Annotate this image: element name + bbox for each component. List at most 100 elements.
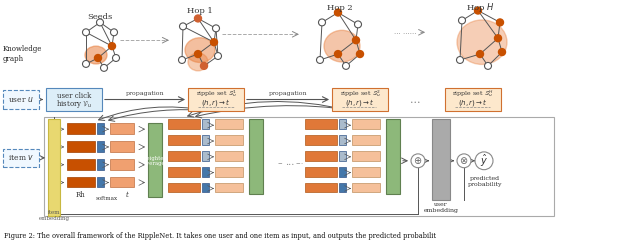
Text: $(h,r) \to t$: $(h,r) \to t$	[201, 97, 231, 108]
Circle shape	[83, 29, 90, 36]
Text: softmax: softmax	[96, 196, 118, 201]
Bar	[432, 119, 450, 200]
Circle shape	[97, 19, 104, 26]
Circle shape	[474, 7, 481, 14]
Bar	[352, 119, 380, 129]
Ellipse shape	[457, 20, 507, 64]
Text: Rh: Rh	[76, 191, 86, 199]
Circle shape	[109, 43, 115, 50]
Circle shape	[211, 39, 218, 46]
Bar	[305, 135, 337, 145]
Circle shape	[495, 35, 502, 42]
Text: Knowledge
graph: Knowledge graph	[3, 46, 42, 63]
Text: Figure 2: The overall framework of the RippleNet. It takes one user and one item: Figure 2: The overall framework of the R…	[4, 232, 436, 240]
Bar	[339, 119, 346, 129]
Bar	[352, 167, 380, 177]
Bar	[148, 123, 162, 197]
Bar	[168, 151, 200, 161]
Circle shape	[457, 154, 471, 168]
Circle shape	[411, 154, 425, 168]
Text: average: average	[144, 161, 166, 166]
Text: Hop $H$: Hop $H$	[466, 1, 494, 14]
Bar	[110, 123, 134, 134]
Bar	[67, 123, 95, 134]
Bar	[3, 90, 39, 109]
Circle shape	[458, 17, 465, 24]
Circle shape	[355, 21, 362, 28]
Text: predicted: predicted	[470, 176, 500, 181]
Bar	[168, 135, 200, 145]
Circle shape	[195, 51, 202, 58]
Text: ripple set $\mathcal{S}^H_u$: ripple set $\mathcal{S}^H_u$	[452, 88, 493, 99]
Text: weighted: weighted	[143, 156, 168, 161]
Bar	[46, 88, 102, 111]
Text: $(h,r) \to t$: $(h,r) \to t$	[458, 97, 488, 108]
Bar	[305, 151, 337, 161]
Bar	[168, 182, 200, 192]
Ellipse shape	[185, 38, 215, 62]
Circle shape	[212, 25, 220, 32]
Text: ...: ...	[410, 94, 420, 105]
Text: propagation: propagation	[125, 91, 164, 96]
Ellipse shape	[324, 30, 360, 62]
Bar	[67, 177, 95, 187]
Text: $\hat{y}$: $\hat{y}$	[480, 153, 488, 169]
Circle shape	[335, 9, 342, 16]
Bar	[97, 123, 104, 134]
Circle shape	[319, 19, 326, 26]
Bar	[339, 182, 346, 192]
Circle shape	[477, 51, 483, 58]
Bar	[48, 119, 60, 216]
Circle shape	[200, 62, 207, 69]
Circle shape	[499, 49, 506, 55]
Circle shape	[179, 57, 186, 63]
Circle shape	[356, 51, 364, 58]
Bar	[168, 167, 200, 177]
Ellipse shape	[188, 53, 208, 71]
Bar	[202, 135, 209, 145]
Circle shape	[113, 54, 120, 61]
Bar	[215, 151, 243, 161]
Bar	[352, 151, 380, 161]
Circle shape	[95, 54, 102, 61]
Text: Hop 1: Hop 1	[187, 7, 213, 14]
Text: $(h,r) \to t$: $(h,r) \to t$	[345, 97, 375, 108]
Circle shape	[484, 62, 492, 69]
Bar	[215, 167, 243, 177]
Bar	[339, 135, 346, 145]
Bar	[97, 159, 104, 170]
Circle shape	[83, 60, 90, 67]
Bar	[110, 141, 134, 152]
Text: item: item	[48, 210, 60, 215]
Bar	[305, 182, 337, 192]
Circle shape	[335, 51, 342, 58]
Text: $\oplus$: $\oplus$	[413, 155, 422, 166]
Bar	[67, 159, 95, 170]
Bar	[332, 88, 388, 111]
Bar	[168, 119, 200, 129]
Circle shape	[100, 64, 108, 71]
Bar	[215, 135, 243, 145]
Bar	[339, 167, 346, 177]
Bar	[202, 167, 209, 177]
Text: t: t	[125, 191, 129, 199]
Text: user: user	[434, 202, 448, 207]
Text: ripple set $\mathcal{S}^2_u$: ripple set $\mathcal{S}^2_u$	[340, 88, 380, 99]
Bar	[305, 119, 337, 129]
Bar	[202, 151, 209, 161]
Text: user click: user click	[57, 92, 91, 100]
Text: Seeds: Seeds	[88, 13, 113, 21]
Circle shape	[179, 23, 186, 30]
Bar	[386, 119, 400, 194]
Bar	[202, 119, 209, 129]
Bar	[215, 182, 243, 192]
Text: item $v$: item $v$	[8, 153, 34, 162]
Bar	[352, 182, 380, 192]
Text: embedding: embedding	[38, 216, 70, 221]
Bar	[97, 141, 104, 152]
Circle shape	[353, 37, 360, 44]
Text: ... ......: ... ......	[394, 28, 416, 36]
Bar	[97, 177, 104, 187]
Bar	[352, 135, 380, 145]
Circle shape	[214, 53, 221, 60]
